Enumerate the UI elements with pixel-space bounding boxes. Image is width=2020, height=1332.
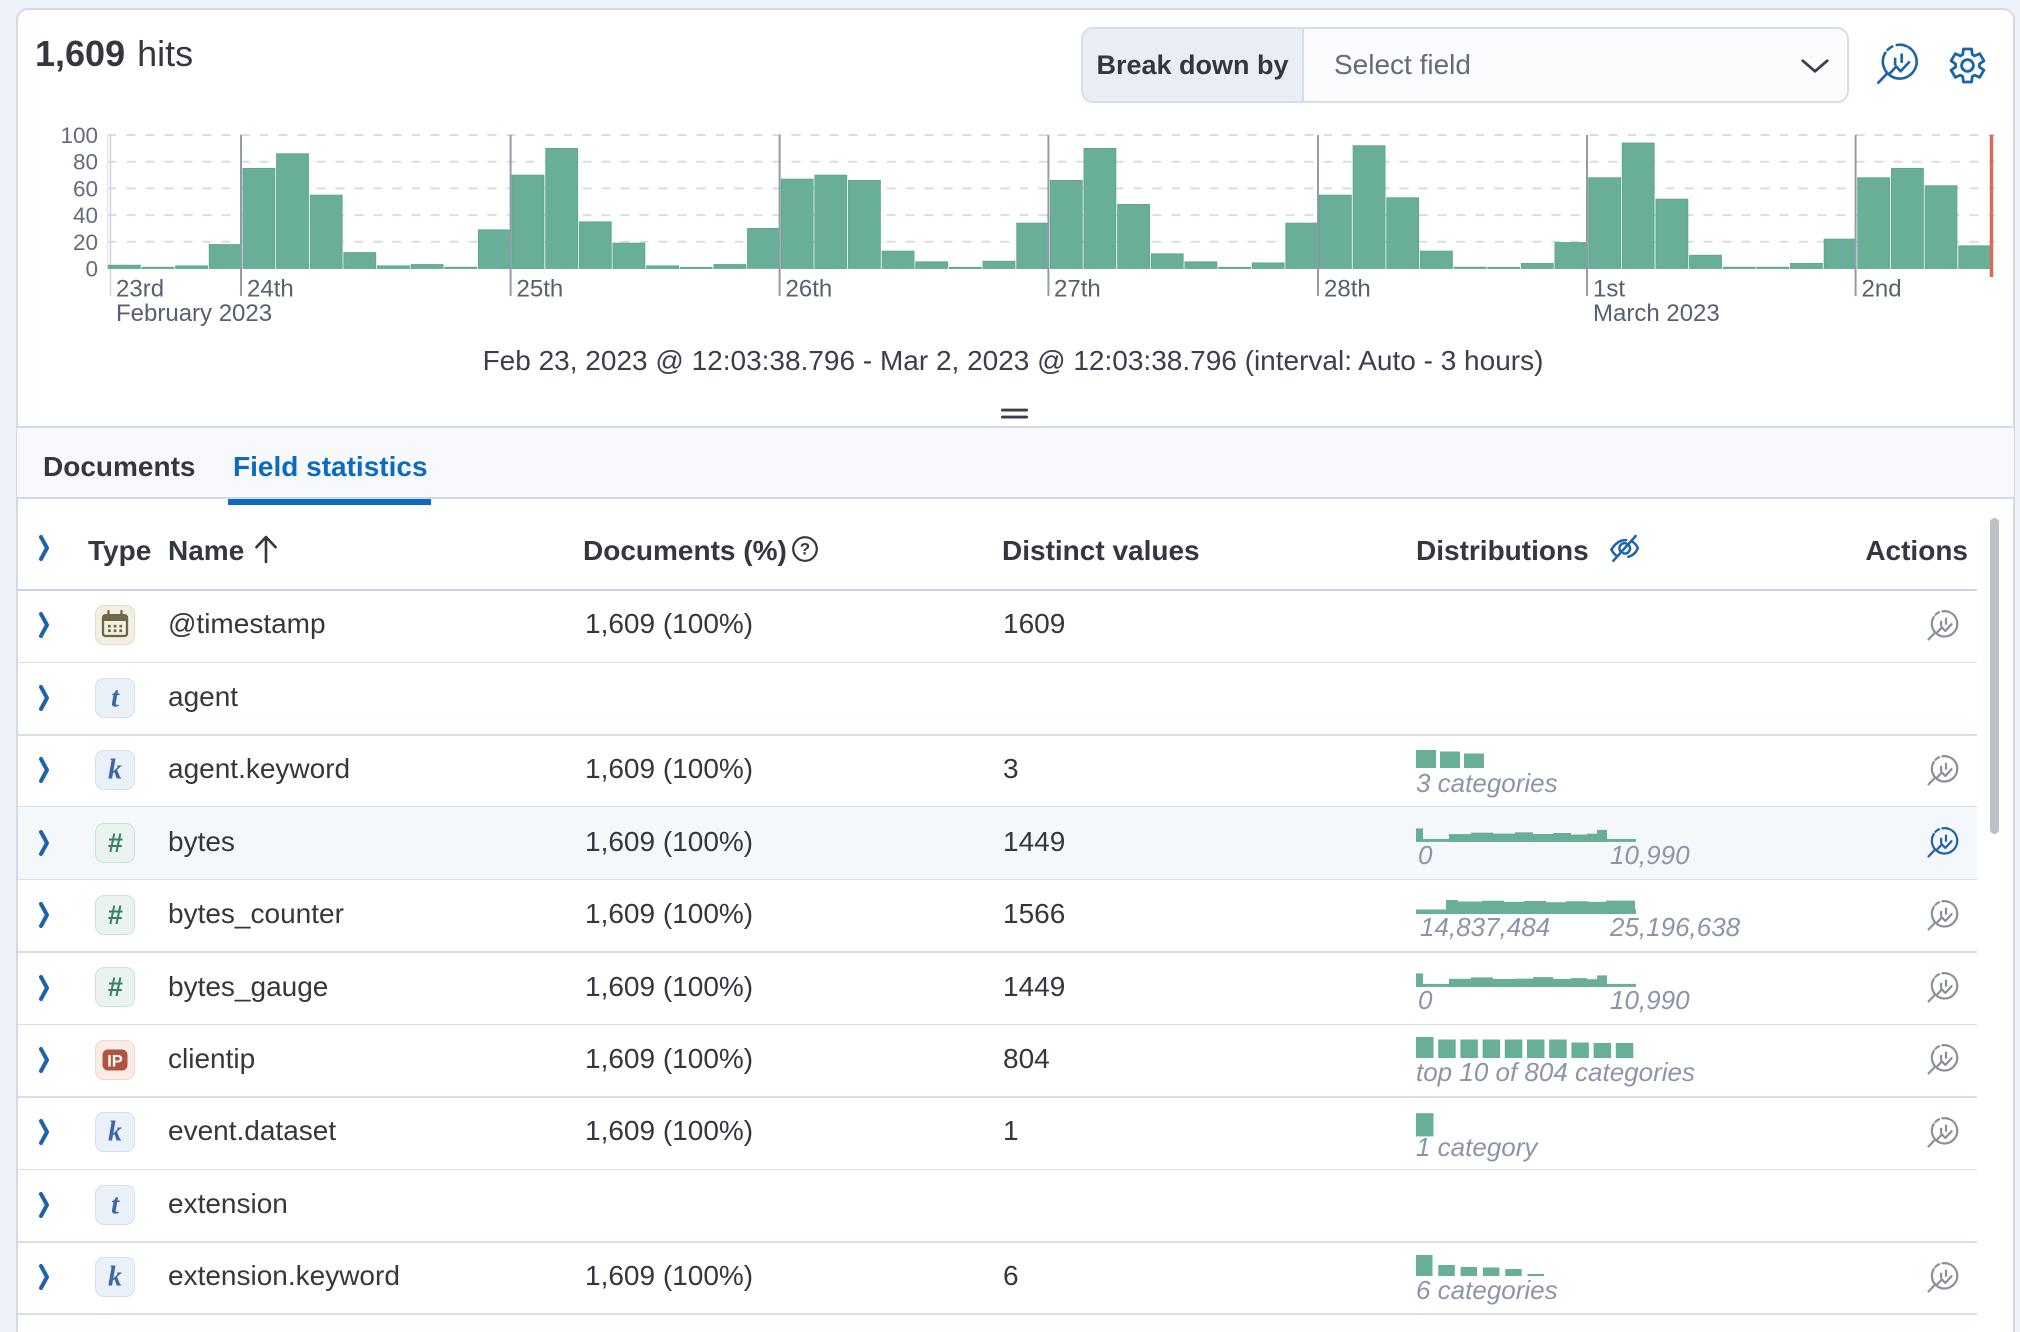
- svg-text:k: k: [108, 1262, 122, 1293]
- svg-text:Feb 23, 2023 @ 12:03:38.796 -: Feb 23, 2023 @ 12:03:38.796 - Mar 2, 202…: [483, 345, 1544, 376]
- svg-text:23rd: 23rd: [116, 276, 164, 303]
- svg-text:2nd: 2nd: [1862, 276, 1902, 303]
- svg-text:March 2023: March 2023: [1593, 300, 1720, 327]
- svg-text:k: k: [108, 755, 122, 786]
- svg-text:60: 60: [73, 176, 98, 201]
- svg-text:1st: 1st: [1593, 276, 1625, 303]
- svg-text:k: k: [108, 1117, 122, 1148]
- svg-text:0: 0: [85, 257, 98, 282]
- svg-text:?: ?: [800, 540, 810, 559]
- svg-text:t: t: [111, 681, 120, 713]
- svg-text:40: 40: [73, 203, 98, 228]
- svg-text:100: 100: [60, 123, 98, 148]
- svg-text:#: #: [107, 828, 122, 858]
- svg-text:20: 20: [73, 230, 98, 255]
- svg-text:IP: IP: [107, 1052, 123, 1070]
- svg-text:28th: 28th: [1324, 276, 1371, 303]
- svg-text:#: #: [107, 900, 122, 930]
- svg-text:80: 80: [73, 150, 98, 175]
- svg-text:February 2023: February 2023: [116, 300, 272, 327]
- svg-text:24th: 24th: [247, 276, 294, 303]
- svg-text:t: t: [111, 1188, 120, 1220]
- svg-text:27th: 27th: [1054, 276, 1101, 303]
- svg-text:26th: 26th: [786, 276, 833, 303]
- svg-text:25th: 25th: [517, 276, 564, 303]
- svg-text:#: #: [107, 972, 122, 1002]
